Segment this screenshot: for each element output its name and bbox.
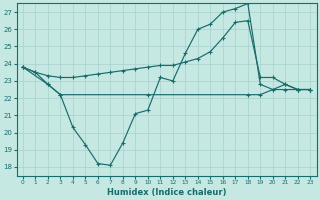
X-axis label: Humidex (Indice chaleur): Humidex (Indice chaleur) xyxy=(107,188,226,197)
